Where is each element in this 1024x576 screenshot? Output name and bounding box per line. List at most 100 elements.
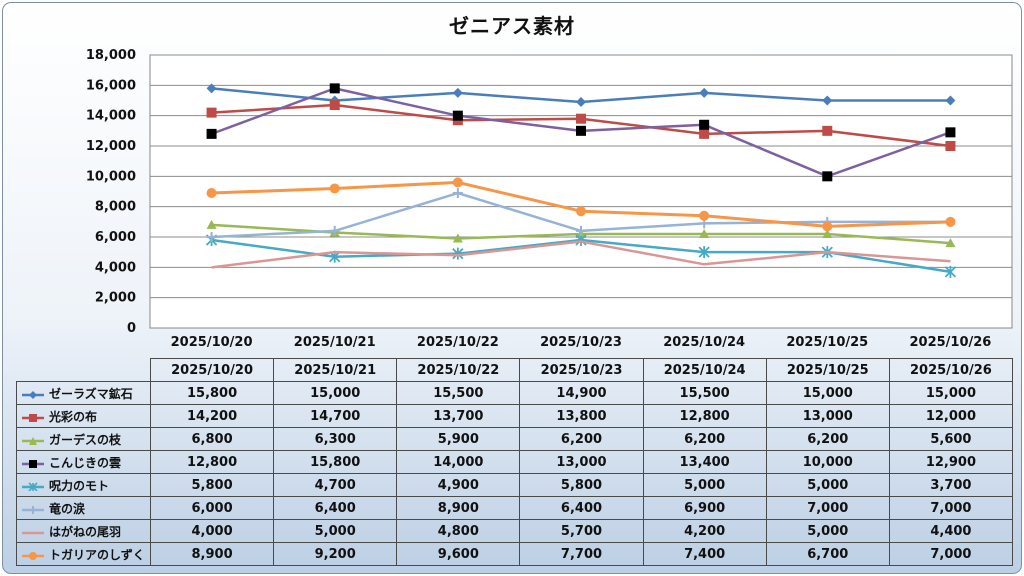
legend-entry: ガーデスの枝 [16,427,151,451]
x-tick-label: 2025/10/25 [786,335,868,350]
data-point-2 [206,107,217,118]
table-cell: 15,800 [273,450,398,474]
table-cell: 5,000 [765,519,890,543]
data-point-4 [206,128,217,139]
legend-key-icon [22,506,44,514]
y-tick-label: 10,000 [86,169,136,184]
line-chart: 0 2,000 4,000 6,000 8,000 10,000 12,000 14,000 1… [86,48,1013,350]
legend-entry: ゼーラズマ鉱石 [16,381,151,405]
data-point-8 [452,177,463,188]
data-point-6 [329,225,340,236]
x-tick-label: 2025/10/21 [294,335,376,350]
table-cell: 15,500 [396,381,521,405]
table-cell: 5,700 [519,519,644,543]
data-point-1 [576,97,586,108]
legend-entry: 呪力のモト [16,473,151,497]
legend-key-icon [22,460,44,468]
table-date-header: 2025/10/26 [888,358,1013,382]
table-cell: 8,900 [396,496,521,520]
table-cell: 14,700 [273,404,398,428]
table-cell: 12,800 [149,450,275,474]
table-row: 光彩の布 14,200 14,700 13,700 13,800 12,800 13,000… [16,404,1013,428]
table-cell: 13,000 [765,404,890,428]
table-cell: 14,200 [149,404,275,428]
data-point-5 [944,265,957,278]
y-tick-label: 14,000 [86,109,136,124]
data-point-2 [822,125,833,136]
table-row: 竜の涙 6,000 6,400 8,900 6,400 6,900 7,000 7,000 [16,496,1013,520]
table-cell: 7,400 [642,542,767,566]
y-tick-label: 16,000 [86,78,136,93]
x-tick-label: 2025/10/23 [540,335,622,350]
y-tick-label: 6,000 [95,230,136,245]
data-point-8 [822,221,833,232]
y-tick-label: 12,000 [86,139,136,154]
legend-entry: こんじきの雲 [16,450,151,474]
data-point-4 [822,171,833,182]
data-table: 2025/10/20 2025/10/21 2025/10/22 2025/10/23… [16,358,1013,566]
table-cell: 3,700 [888,473,1013,497]
legend-label: はがねの尾羽 [49,524,122,539]
data-point-2 [329,100,340,111]
legend-key-icon [22,482,44,491]
table-date-header: 2025/10/24 [642,358,767,382]
y-tick-label: 2,000 [95,291,136,306]
data-point-3 [452,233,463,243]
data-point-3 [699,228,710,238]
x-tick-label: 2025/10/24 [663,335,745,350]
data-point-4 [329,83,340,94]
data-point-3 [822,228,833,238]
data-point-5 [698,246,710,259]
legend-entry: はがねの尾羽 [16,519,151,543]
legend-key-icon [22,552,44,560]
y-tick-label: 18,000 [86,48,136,63]
table-cell: 5,600 [888,427,1013,451]
data-point-1 [822,95,833,106]
legend-label: 竜の涙 [49,501,86,516]
table-cell: 13,400 [642,450,767,474]
table-cell: 4,900 [396,473,521,497]
data-point-6 [206,232,217,242]
table-cell: 14,900 [519,381,644,405]
table-cell: 6,400 [273,496,398,520]
data-point-8 [206,188,217,199]
table-corner [16,358,151,382]
table-cell: 5,000 [642,473,767,497]
table-cell: 7,700 [519,542,644,566]
table-row: ガーデスの枝 6,800 6,300 5,900 6,200 6,200 6,200 5,60… [16,427,1013,451]
table-cell: 6,400 [519,496,644,520]
table-header-row: 2025/10/20 2025/10/21 2025/10/22 2025/10/23… [16,358,1013,382]
data-point-8 [945,216,956,227]
table-cell: 6,300 [273,427,398,451]
legend-entry: 竜の涙 [16,496,151,520]
table-cell: 12,000 [888,404,1013,428]
legend-label: ガーデスの枝 [49,432,122,447]
table-cell: 4,400 [888,519,1013,543]
table-cell: 6,200 [519,427,644,451]
data-point-4 [945,127,956,138]
legend-label: トガリアのしずく [49,547,145,562]
legend-label: ゼーラズマ鉱石 [49,386,133,401]
legend-key-icon [22,531,44,535]
table-row: こんじきの雲 12,800 15,800 14,000 13,000 13,400 10,0… [16,450,1013,474]
data-point-2 [576,113,586,124]
table-cell: 6,800 [149,427,275,451]
table-cell: 13,700 [396,404,521,428]
data-point-8 [699,210,710,221]
legend-label: 光彩の布 [49,409,98,424]
table-date-header: 2025/10/21 [273,358,398,382]
table-cell: 6,700 [765,542,890,566]
table-cell: 5,900 [396,427,521,451]
data-point-3 [206,219,217,229]
table-row: ゼーラズマ鉱石 15,800 15,000 15,500 14,900 15,500 15,… [16,381,1013,405]
legend-label: こんじきの雲 [49,455,122,470]
table-cell: 14,000 [396,450,521,474]
table-cell: 10,000 [765,450,890,474]
table-cell: 6,200 [642,427,767,451]
legend-key-icon [22,391,44,399]
data-point-8 [329,183,340,194]
table-cell: 15,000 [888,381,1013,405]
table-cell: 5,000 [765,473,890,497]
legend-entry: 光彩の布 [16,404,151,428]
table-cell: 4,200 [642,519,767,543]
